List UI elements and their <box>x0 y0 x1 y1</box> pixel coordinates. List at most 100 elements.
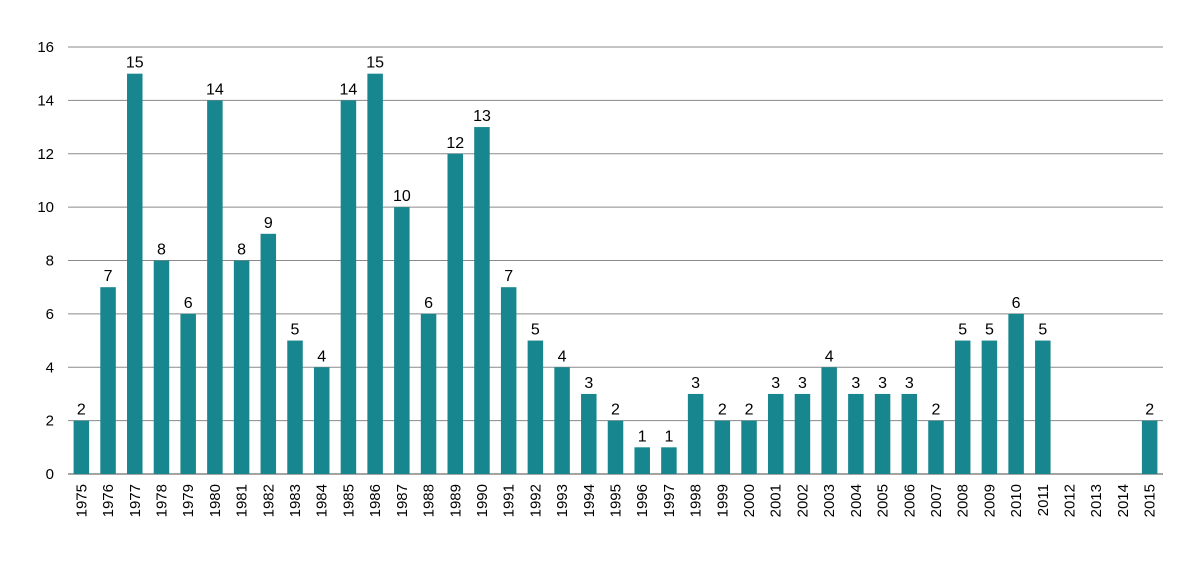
bar <box>447 153 464 474</box>
x-tick-label: 2002 <box>794 484 811 517</box>
y-tick-label: 16 <box>37 39 54 56</box>
bar <box>981 340 998 474</box>
data-label: 13 <box>473 108 491 125</box>
y-tick-label: 12 <box>37 146 54 163</box>
data-label: 8 <box>237 242 246 259</box>
x-axis-ticks: 1975 1976 1977 1978 1979 1980 1981 1982 1983 1984… <box>73 484 1158 517</box>
bar <box>581 393 597 474</box>
data-label: 15 <box>366 55 384 72</box>
x-tick-label: 2015 <box>1142 484 1159 517</box>
x-tick-label: 1975 <box>73 484 90 517</box>
bar <box>954 340 971 474</box>
bar <box>420 313 437 474</box>
x-tick-label: 2004 <box>848 484 865 517</box>
data-label: 14 <box>340 81 358 98</box>
data-label: 3 <box>798 375 807 392</box>
data-label: 5 <box>958 322 967 339</box>
bar <box>1008 313 1024 474</box>
data-label: 4 <box>825 348 834 365</box>
x-tick-label: 1985 <box>340 484 357 517</box>
bar <box>687 393 704 474</box>
data-label: 3 <box>851 375 860 392</box>
x-tick-label: 1993 <box>554 484 571 517</box>
x-tick-label: 1984 <box>314 484 331 517</box>
bar <box>874 393 891 474</box>
y-tick-label: 10 <box>37 199 54 216</box>
data-label: 2 <box>611 402 620 419</box>
x-tick-label: 1978 <box>153 484 170 517</box>
x-tick-label: 1995 <box>608 484 625 517</box>
y-tick-label: 14 <box>37 92 54 109</box>
bar <box>207 100 223 474</box>
data-label: 1 <box>638 428 647 445</box>
bar <box>554 367 570 474</box>
data-label: 5 <box>985 322 994 339</box>
x-tick-label: 2009 <box>981 484 998 517</box>
x-tick-label: 1982 <box>260 484 277 517</box>
bar <box>100 287 116 474</box>
x-tick-label: 1989 <box>447 484 464 517</box>
data-label: 2 <box>745 402 754 419</box>
y-tick-label: 6 <box>46 306 54 323</box>
bar <box>474 127 490 474</box>
x-tick-label: 2006 <box>901 484 918 517</box>
data-label: 6 <box>424 295 433 312</box>
x-tick-label: 1994 <box>581 484 598 517</box>
bar <box>928 420 944 474</box>
bar <box>394 207 410 474</box>
bar <box>260 233 277 474</box>
y-tick-label: 0 <box>46 466 54 483</box>
data-label: 10 <box>393 188 411 205</box>
x-tick-label: 1990 <box>474 484 491 517</box>
x-tick-label: 1996 <box>634 484 651 517</box>
x-tick-label: 2013 <box>1088 484 1105 517</box>
bar <box>741 420 757 474</box>
gridlines <box>68 46 1163 475</box>
bar <box>367 73 383 474</box>
x-tick-label: 2007 <box>928 484 945 517</box>
data-label: 4 <box>317 348 326 365</box>
bars <box>73 73 1158 474</box>
y-tick-label: 2 <box>46 413 54 430</box>
data-label: 14 <box>206 81 224 98</box>
data-label: 2 <box>932 402 941 419</box>
x-tick-label: 2005 <box>875 484 892 517</box>
data-label: 2 <box>718 402 727 419</box>
bar <box>1141 420 1158 474</box>
y-tick-label: 4 <box>46 359 54 376</box>
data-label: 6 <box>184 295 193 312</box>
data-label: 3 <box>771 375 780 392</box>
data-label: 3 <box>691 375 700 392</box>
bar <box>714 420 731 474</box>
x-tick-label: 2012 <box>1062 484 1079 517</box>
x-tick-label: 1988 <box>421 484 438 517</box>
x-tick-label: 1992 <box>527 484 544 517</box>
x-tick-label: 1980 <box>207 484 224 517</box>
y-tick-label: 8 <box>46 253 54 270</box>
data-label: 3 <box>905 375 914 392</box>
x-tick-label: 2011 <box>1035 484 1052 516</box>
x-tick-label: 1977 <box>127 484 144 517</box>
x-tick-label: 1998 <box>688 484 705 517</box>
data-label: 12 <box>446 135 464 152</box>
bar <box>153 260 170 474</box>
x-tick-label: 1999 <box>714 484 731 517</box>
x-tick-label: 2001 <box>768 484 785 517</box>
x-tick-label: 1981 <box>234 484 251 517</box>
bar <box>1035 340 1051 474</box>
x-tick-label: 2010 <box>1008 484 1025 517</box>
x-tick-label: 1986 <box>367 484 384 517</box>
data-label: 5 <box>531 322 540 339</box>
bar <box>340 100 357 474</box>
bar <box>127 73 143 474</box>
x-tick-label: 1976 <box>100 484 117 517</box>
bar <box>634 447 650 474</box>
data-label: 15 <box>126 55 144 72</box>
x-tick-label: 1979 <box>180 484 197 517</box>
data-label: 1 <box>664 428 673 445</box>
bar <box>73 420 90 474</box>
data-label: 6 <box>1012 295 1021 312</box>
data-label: 3 <box>584 375 593 392</box>
